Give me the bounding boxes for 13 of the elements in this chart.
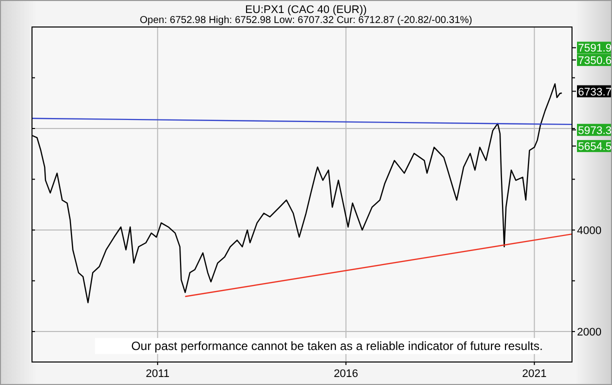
y2-tick-label: 7591.9 — [578, 42, 612, 55]
y-tick-label: 2000 — [577, 326, 602, 339]
x-tick-label: 2016 — [334, 368, 358, 380]
x-tick-label: 2011 — [146, 368, 170, 380]
y2-tick-label: 6733.7 — [578, 86, 612, 98]
x-tick-label: 2021 — [522, 368, 547, 380]
chart-title: EU:PX1 (CAC 40 (EUR)) — [245, 4, 367, 16]
y-tick-label: 4000 — [577, 225, 602, 238]
chart-subtitle: Open: 6752.98 High: 6752.98 Low: 6707.32 Cur: 6712.87 (-20.82/-00.31%) — [140, 15, 472, 26]
y2-tick-label: 5973.3 — [578, 124, 612, 137]
y2-tick-label: 7350.6 — [578, 54, 612, 67]
y2-tick-label: 5654.5 — [578, 141, 612, 154]
annotation: Our past performance cannot be taken as a reliable indicator of future results. — [131, 339, 543, 353]
